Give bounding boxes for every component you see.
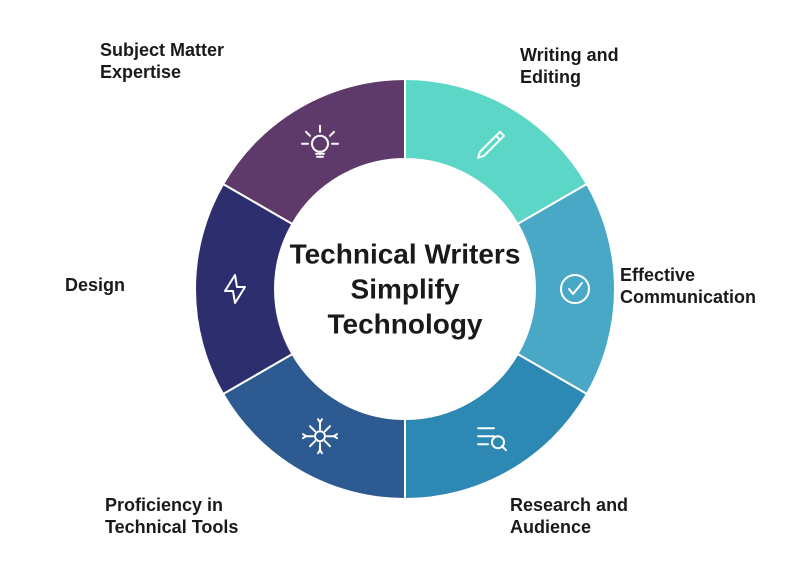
segment-label: Research and Audience [510,495,690,538]
segment-label: Design [65,275,165,297]
donut-chart: Technical Writers Simplify Technology [185,69,625,509]
segment-label: Effective Communication [620,265,790,308]
center-title: Technical Writers Simplify Technology [275,236,535,341]
segment-label: Proficiency in Technical Tools [105,495,305,538]
segment-label: Subject Matter Expertise [100,40,280,83]
segment-label: Writing and Editing [520,45,680,88]
